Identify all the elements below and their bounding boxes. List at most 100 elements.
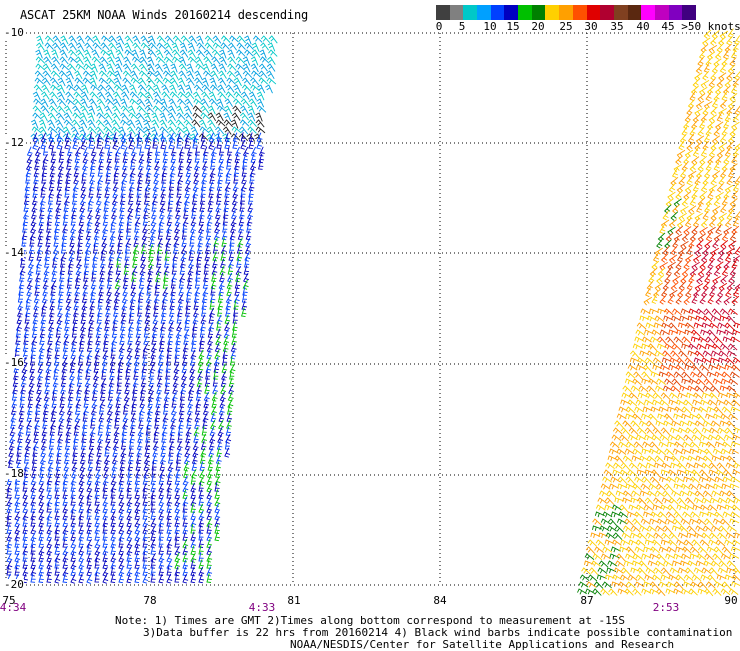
wind-barb [200, 127, 209, 133]
wind-barb [670, 393, 679, 399]
wind-barb [586, 547, 595, 554]
wind-barb [724, 155, 730, 164]
wind-barb [44, 146, 49, 155]
wind-barb [732, 296, 739, 304]
wind-barb [685, 568, 694, 575]
wind-barb [706, 198, 713, 207]
wind-barb [175, 531, 180, 540]
wind-barb [707, 477, 716, 482]
wind-barb [694, 498, 703, 503]
wind-barb [712, 309, 721, 315]
wind-barb [213, 36, 221, 43]
wind-barb [257, 106, 266, 112]
wind-barb [709, 185, 717, 193]
wind-barb [7, 545, 12, 554]
wind-barb [224, 113, 231, 121]
wind-barb [697, 484, 706, 489]
wind-barb [618, 589, 627, 594]
wind-barb [169, 99, 177, 107]
wind-barb [59, 71, 68, 78]
wind-barb [721, 554, 730, 559]
wind-barb [662, 533, 671, 539]
wind-barb [734, 255, 740, 263]
wind-barb [724, 435, 733, 440]
wind-barb [623, 526, 632, 532]
wind-barb [133, 36, 141, 44]
wind-barb [48, 113, 56, 120]
wind-barb [666, 554, 675, 559]
time-label-left: 4:34 [0, 601, 26, 614]
wind-barb [636, 540, 645, 546]
wind-barb [721, 204, 727, 213]
wind-barb [631, 386, 640, 392]
wind-barb [635, 547, 644, 552]
wind-barb [63, 538, 68, 547]
wind-barb [237, 50, 246, 57]
wind-barb [674, 234, 682, 242]
wind-barb [717, 183, 723, 192]
wind-barb [234, 78, 242, 86]
wind-barb [127, 489, 132, 498]
wind-barb [63, 573, 68, 582]
lat-label-14s: -14 [4, 247, 24, 258]
wind-barb [729, 414, 738, 420]
wind-barb [267, 78, 276, 84]
wind-barb [112, 106, 120, 114]
wind-barb [704, 30, 711, 39]
wind-barb [724, 470, 733, 477]
wind-barb [706, 337, 715, 344]
wind-barb [691, 365, 700, 372]
wind-barb [642, 414, 651, 419]
wind-barb [705, 554, 714, 560]
wind-barb [251, 78, 259, 85]
wind-barb [165, 36, 174, 43]
wind-barb [725, 79, 732, 87]
wind-barb [713, 554, 722, 560]
wind-barb [695, 248, 702, 256]
lat-label-18s: -18 [4, 468, 24, 479]
wind-barb [629, 428, 638, 434]
wind-barb [689, 206, 696, 214]
wind-barb [234, 92, 243, 99]
wind-barb [15, 566, 20, 575]
wind-barb [228, 64, 237, 71]
wind-barb [160, 127, 169, 133]
wind-barb [41, 92, 49, 100]
wind-barb [670, 358, 679, 363]
wind-barb [729, 379, 738, 385]
wind-barb [672, 421, 681, 426]
wind-barb [678, 393, 687, 398]
wind-barb [121, 92, 129, 100]
wind-barb [631, 526, 640, 532]
wind-barb [122, 85, 129, 93]
wind-barb [716, 51, 722, 60]
wind-barb [716, 192, 724, 200]
wind-barb [714, 337, 723, 343]
wind-barb [115, 64, 122, 72]
wind-barb [103, 489, 108, 498]
wind-barb [701, 80, 709, 88]
wind-barb [155, 78, 164, 85]
wind-barb [717, 365, 726, 370]
wind-barb [663, 491, 672, 498]
wind-barb [726, 218, 732, 227]
wind-barb [689, 134, 694, 143]
wind-barb [714, 547, 723, 554]
wind-barb [665, 274, 671, 283]
wind-barb [735, 533, 740, 538]
wind-barb [735, 323, 740, 328]
wind-barb [655, 386, 664, 391]
wind-barb [595, 547, 604, 553]
wind-barb [47, 120, 55, 128]
wind-barb [203, 71, 212, 77]
wind-barb [155, 64, 163, 72]
wind-barb [56, 120, 64, 128]
wind-barb [733, 358, 740, 364]
wind-barb [642, 554, 651, 559]
wind-barb [684, 227, 691, 235]
wind-barb [593, 589, 602, 596]
wind-barb [663, 351, 672, 357]
wind-barb [629, 463, 638, 469]
wind-barb [707, 407, 716, 412]
wind-barb [75, 71, 83, 79]
